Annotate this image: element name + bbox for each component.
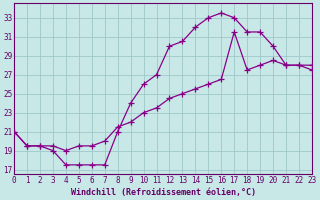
X-axis label: Windchill (Refroidissement éolien,°C): Windchill (Refroidissement éolien,°C) [70,188,255,197]
